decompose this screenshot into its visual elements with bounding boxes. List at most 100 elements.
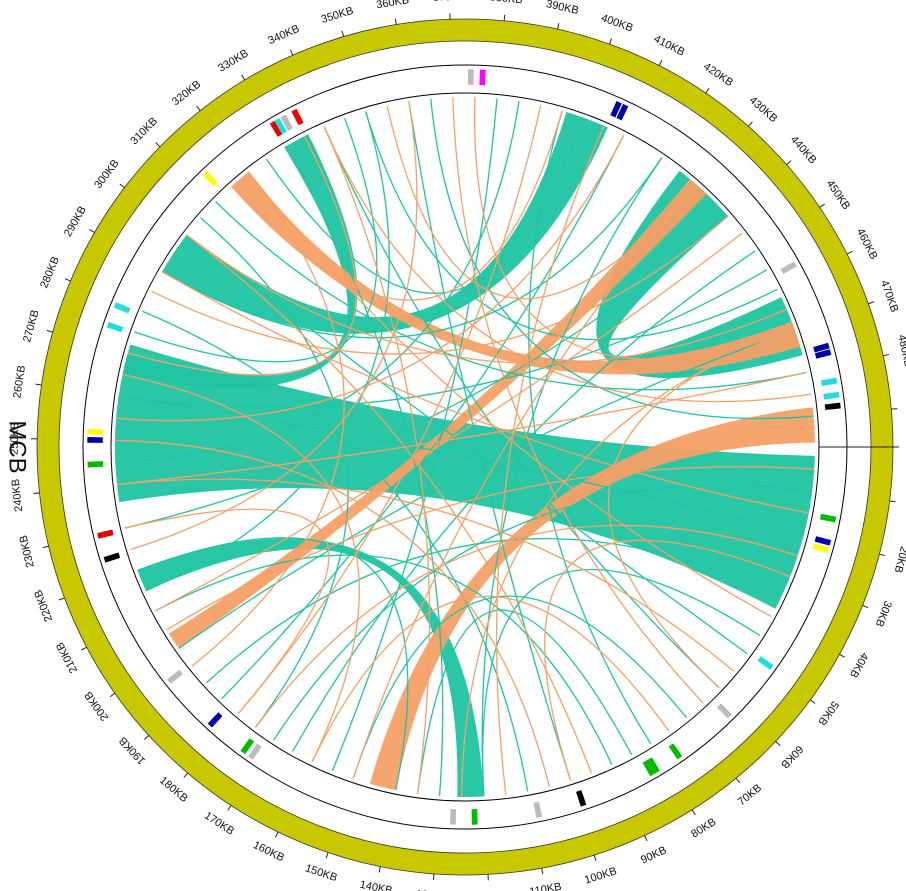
link [127, 135, 357, 376]
link [155, 554, 613, 765]
tick-label: 370KB [433, 0, 466, 4]
tick-mark [109, 692, 116, 698]
tick-label: 140KB [359, 879, 394, 891]
tick-mark [81, 646, 87, 651]
tick-mark [183, 772, 189, 778]
link [544, 539, 791, 781]
tick-mark [241, 74, 246, 81]
link [116, 134, 625, 422]
ribbon [168, 178, 707, 649]
ribbon [114, 344, 815, 609]
link [474, 97, 796, 360]
tick-label: 20KB [892, 545, 906, 574]
link [495, 125, 605, 795]
link [155, 232, 743, 612]
ribbon [162, 112, 608, 334]
feature [576, 790, 587, 807]
tick-label: 200KB [82, 689, 111, 723]
tick-label: 130KB [415, 889, 449, 891]
link [115, 101, 520, 464]
tick-mark [810, 699, 816, 704]
ribbon [231, 171, 801, 375]
link [118, 395, 805, 536]
tick-mark [33, 492, 40, 495]
tick-label: 470KB [878, 279, 900, 314]
feature [824, 402, 841, 411]
link [284, 146, 444, 797]
tick-label: 280KB [38, 255, 62, 290]
tick-label: 480KB [895, 334, 906, 369]
tick-label: 290KB [62, 204, 89, 239]
chart-title: MCB [4, 420, 31, 473]
tick-mark [644, 835, 648, 842]
link [145, 111, 390, 592]
feature [616, 103, 629, 121]
link [142, 310, 529, 792]
feature [814, 536, 832, 546]
feature [823, 391, 840, 400]
link [186, 234, 788, 365]
feature [87, 436, 103, 443]
tick-label: 180KB [157, 774, 190, 805]
feature [87, 461, 104, 468]
feature [106, 321, 124, 333]
feature [291, 108, 304, 126]
link [323, 126, 720, 689]
link [482, 568, 761, 797]
feature [668, 743, 683, 760]
tick-mark [325, 852, 329, 859]
tick-label: 30KB [873, 599, 894, 628]
link [265, 117, 584, 294]
tick-label: 120KB [472, 889, 506, 891]
ribbon [596, 170, 803, 379]
tick-label: 60KB [778, 743, 805, 771]
link [186, 234, 748, 655]
link [151, 215, 729, 355]
tick-mark [862, 604, 869, 609]
tick-mark [144, 735, 150, 740]
tick-mark [64, 278, 71, 282]
link [124, 508, 330, 715]
link [122, 373, 360, 763]
tick-label: 50KB [815, 699, 841, 728]
feature [814, 349, 832, 359]
link [215, 201, 808, 391]
tick-mark [748, 121, 753, 127]
link [452, 97, 704, 704]
link [528, 110, 652, 744]
tick-mark [593, 854, 597, 861]
feature [449, 808, 457, 825]
tick-mark [155, 142, 161, 148]
tick-label: 310KB [128, 115, 160, 147]
tick-mark [889, 500, 896, 503]
tick-label: 240KB [10, 478, 25, 512]
link [237, 105, 542, 715]
link [124, 215, 729, 529]
tick-label: 40KB [847, 650, 871, 679]
link [134, 118, 378, 363]
feature [113, 302, 131, 314]
tick-label: 330KB [216, 47, 250, 74]
tick-label: 360KB [375, 0, 410, 11]
tick-mark [786, 160, 792, 165]
feature [642, 759, 656, 777]
feature [780, 261, 797, 274]
feature [812, 543, 830, 554]
tick-label: 340KB [266, 23, 301, 47]
tick-mark [35, 383, 42, 386]
tick-mark [541, 867, 544, 875]
feature [248, 743, 262, 760]
link [118, 269, 768, 409]
link [166, 466, 815, 631]
tick-label: 420KB [701, 61, 735, 90]
link [178, 329, 796, 649]
link [186, 234, 593, 774]
feature [821, 377, 838, 386]
tick-mark [775, 741, 781, 746]
link [161, 157, 663, 339]
tick-label: 460KB [854, 227, 880, 262]
link [255, 524, 798, 728]
tick-mark [557, 23, 560, 30]
tick-mark [658, 60, 663, 66]
